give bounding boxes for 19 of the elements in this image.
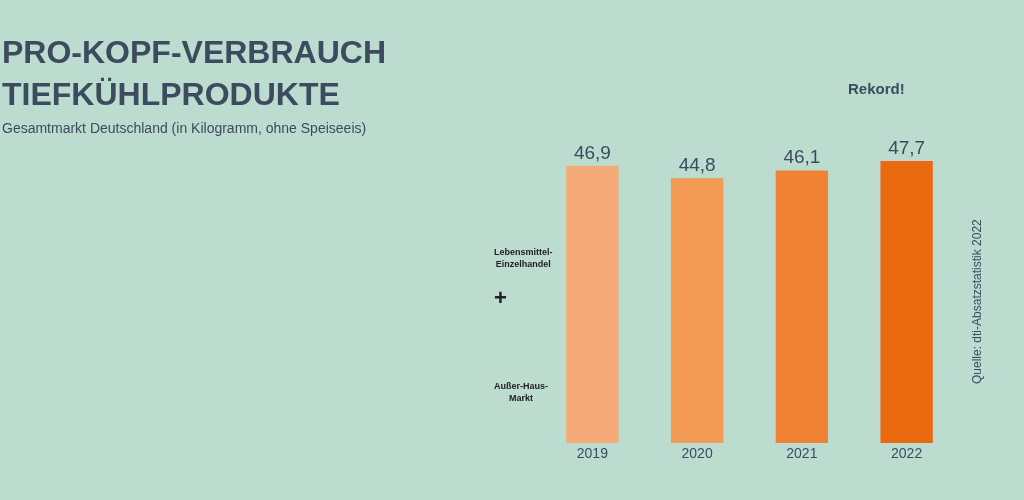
bar xyxy=(880,161,933,443)
annotation: Lebensmittel- Einzelhandel xyxy=(494,247,553,269)
data-label: 46,1 xyxy=(783,146,821,168)
x-tick-label: 2019 xyxy=(576,445,609,461)
annotation: Außer-Haus- Markt xyxy=(494,381,549,403)
data-label: 47,7 xyxy=(888,137,926,158)
source-note: Quelle: dti-Absatzstatistik 2022 xyxy=(970,218,984,384)
x-tick-label: 2021 xyxy=(786,445,818,461)
text: Rekord! xyxy=(848,80,905,97)
text: + xyxy=(494,285,507,310)
bar xyxy=(670,178,724,443)
bar xyxy=(566,165,619,443)
x-tick-label: 2020 xyxy=(681,445,713,461)
data-label: 46,9 xyxy=(573,141,611,163)
bar xyxy=(775,170,829,443)
text: Gesamtmarkt Deutschland (in Kilogramm, ohne Speiseeis) xyxy=(2,120,367,136)
x-tick-label: 2022 xyxy=(891,445,923,461)
data-label: 44,8 xyxy=(678,154,716,176)
text: PRO-KOPF-VERBRAUCH TIEFKÜHLPRODUKTE xyxy=(2,34,386,112)
